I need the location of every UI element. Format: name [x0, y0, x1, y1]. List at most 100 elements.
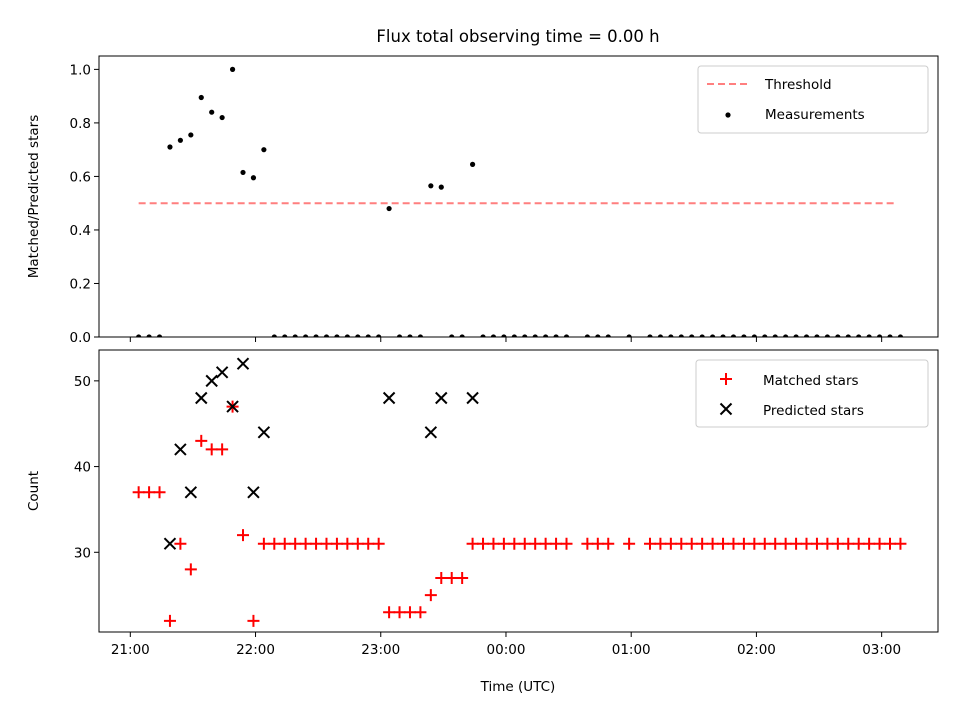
predicted-point: [424, 426, 438, 439]
x-tick-label: 21:00: [111, 642, 150, 658]
matched-point: [268, 537, 281, 550]
matched-point: [184, 563, 197, 576]
matched-point: [685, 537, 698, 550]
matched-point: [800, 537, 813, 550]
matched-point: [821, 537, 834, 550]
measurement-point: [563, 334, 570, 337]
legend-matched-label: Matched stars: [763, 373, 859, 389]
measurement-point: [428, 183, 434, 189]
predicted-point: [226, 400, 239, 413]
y-tick-label: 50: [74, 374, 91, 390]
x-axis-label: Time (UTC): [480, 679, 556, 695]
predicted-point: [163, 537, 177, 550]
x-tick-label: 00:00: [487, 642, 526, 658]
measurement-point: [469, 161, 476, 167]
legend-predicted-swatch: [719, 402, 733, 416]
measurement-point: [876, 334, 883, 337]
matched-point: [456, 572, 469, 584]
measurement-point: [136, 334, 142, 337]
y-axis-label: Matched/Predicted stars: [26, 115, 42, 278]
matched-point: [706, 537, 719, 550]
matched-point: [445, 572, 458, 584]
matched-point: [539, 537, 552, 550]
measurement-point: [699, 334, 705, 337]
measurement-point: [553, 334, 559, 337]
matched-point: [842, 537, 855, 550]
measurement-point: [167, 144, 173, 150]
y-tick-label: 0.0: [70, 330, 91, 346]
measurement-point: [741, 334, 747, 337]
measurement-point: [156, 334, 163, 337]
measurement-point: [762, 334, 768, 337]
measurement-point: [396, 334, 403, 337]
matched-point: [205, 443, 218, 456]
matched-point: [643, 537, 656, 550]
measurement-point: [668, 334, 674, 337]
measurement-point: [198, 94, 204, 101]
matched-point: [289, 537, 302, 550]
matched-point: [550, 537, 563, 550]
measurement-point: [313, 334, 319, 337]
measurement-point: [689, 334, 695, 337]
measurement-point: [229, 66, 236, 72]
measurement-point: [501, 334, 507, 337]
matched-point: [320, 537, 333, 550]
matched-point: [351, 537, 364, 550]
matched-point: [174, 537, 187, 550]
matched-point: [737, 537, 750, 550]
x-tick-label: 02:00: [737, 642, 776, 658]
matched-point: [383, 606, 396, 619]
measurement-point: [814, 334, 820, 337]
measurement-point: [856, 334, 862, 337]
legend-box: [697, 65, 929, 134]
legend-measurements-label: Measurements: [765, 107, 865, 123]
predicted-point: [215, 366, 229, 379]
legend: Matched stars Predicted stars: [695, 359, 929, 428]
matched-point: [664, 537, 677, 550]
measurement-point: [626, 334, 632, 337]
measurement-point: [261, 147, 267, 153]
matched-point: [257, 537, 270, 550]
matched-point: [675, 537, 688, 550]
measurement-point: [511, 334, 517, 337]
matched-point: [831, 537, 844, 550]
measurement-point: [522, 334, 528, 337]
measurement-point: [803, 334, 810, 337]
matched-point: [143, 486, 156, 499]
measurement-point: [887, 334, 893, 337]
measurement-point: [543, 334, 549, 337]
matched-point: [769, 537, 782, 550]
matched-point: [278, 537, 291, 550]
legend: Threshold Measurements: [697, 65, 929, 134]
measurement-point: [793, 334, 799, 337]
matched-point: [299, 537, 312, 550]
matched-point: [790, 537, 803, 550]
measurement-point: [605, 334, 611, 337]
measurement-point: [240, 169, 246, 176]
plot-area: [132, 357, 907, 627]
measurement-point: [177, 137, 183, 143]
measurement-point: [584, 334, 590, 337]
top-panel: 0.0 0.2 0.4 0.6 0.8 1.0 Matched/Predicted star…: [26, 55, 939, 346]
predicted-point: [466, 391, 479, 405]
measurement-point: [292, 334, 298, 337]
measurement-point: [449, 334, 455, 337]
plot-area: [136, 66, 904, 337]
x-tick-label: 03:00: [862, 642, 901, 658]
measurement-point: [344, 334, 350, 337]
matched-point: [414, 606, 427, 619]
legend-box: [695, 359, 929, 428]
y-tick-label: 0.6: [70, 169, 91, 185]
legend-measurements-swatch: [725, 112, 731, 118]
predicted-point: [257, 426, 271, 439]
measurement-point: [835, 334, 841, 337]
measurement-point: [490, 334, 497, 337]
measurement-point: [678, 334, 684, 337]
y-tick-label: 0.8: [70, 116, 91, 132]
matched-point: [216, 443, 229, 456]
measurement-point: [282, 334, 288, 337]
measurement-point: [209, 109, 215, 115]
matched-point: [424, 589, 437, 602]
legend-matched-swatch: [720, 373, 732, 385]
